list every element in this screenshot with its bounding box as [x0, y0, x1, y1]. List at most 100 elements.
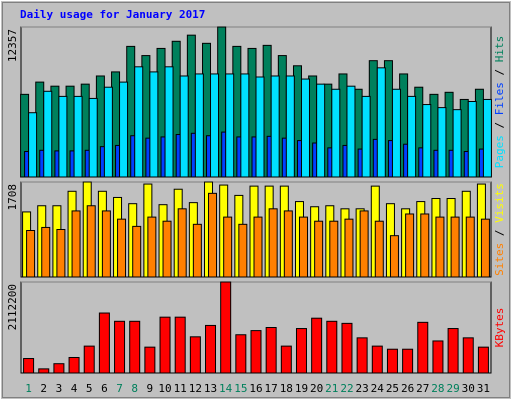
bar	[71, 210, 81, 278]
legend-separator: /	[493, 223, 506, 243]
bar	[346, 85, 356, 178]
bar	[114, 320, 126, 374]
x-tick-label: 31	[477, 382, 490, 395]
x-tick-label: 15	[234, 382, 247, 395]
bar	[356, 337, 368, 374]
x-tick-label: 2	[40, 382, 47, 395]
bar	[450, 216, 460, 278]
bar	[117, 218, 127, 278]
x-tick-label: 18	[280, 382, 293, 395]
x-tick-label: 11	[174, 382, 187, 395]
x-tick-label: 22	[340, 382, 353, 395]
bar	[374, 220, 384, 278]
bar	[147, 216, 157, 278]
x-tick-label: 4	[71, 382, 78, 395]
bar	[238, 223, 248, 278]
legend: KBytes	[493, 308, 506, 348]
x-tick-label: 19	[295, 382, 308, 395]
bar	[405, 213, 415, 278]
frame-inner	[2, 2, 510, 398]
legend-entry: Visits	[493, 183, 506, 223]
x-tick-label: 24	[371, 382, 385, 395]
bar	[359, 210, 369, 278]
bar	[159, 316, 171, 374]
x-tick-label: 1	[25, 382, 32, 395]
bar	[482, 98, 492, 178]
bar	[480, 218, 490, 278]
bar	[58, 95, 68, 178]
bar	[265, 327, 277, 374]
bar	[235, 334, 247, 374]
bar	[174, 316, 186, 374]
x-tick-label: 14	[219, 382, 233, 395]
x-tick-label: 30	[462, 382, 475, 395]
bar	[98, 312, 110, 374]
bar	[417, 321, 429, 374]
x-tick-label: 12	[189, 382, 202, 395]
x-tick-label: 13	[204, 382, 217, 395]
bar	[255, 76, 265, 178]
bar	[101, 210, 111, 278]
bar	[119, 81, 129, 178]
legend-entry: Sites	[493, 243, 506, 276]
legend-separator: /	[493, 62, 506, 82]
legend-entry: Pages	[493, 135, 506, 168]
x-tick-label: 21	[325, 382, 338, 395]
bar	[280, 345, 292, 374]
bar	[465, 216, 475, 278]
x-tick-label: 8	[131, 382, 138, 395]
bar	[225, 73, 235, 178]
bar	[132, 225, 142, 278]
x-tick-label: 17	[265, 382, 278, 395]
legend-entry: KBytes	[493, 308, 506, 348]
bar	[391, 88, 401, 178]
bar	[149, 71, 159, 178]
bar	[402, 348, 414, 374]
bar	[144, 346, 156, 374]
bar	[192, 223, 202, 278]
bar	[477, 346, 489, 374]
bar	[386, 348, 398, 374]
x-tick-label: 27	[416, 382, 429, 395]
bar	[300, 78, 310, 178]
bar	[208, 192, 218, 278]
bar	[220, 281, 232, 374]
bar	[437, 107, 447, 178]
bar	[422, 104, 432, 178]
bar	[311, 317, 323, 374]
bar	[164, 66, 174, 178]
bar	[361, 95, 371, 178]
chart-title: Daily usage for January 2017	[20, 8, 205, 21]
bar	[223, 216, 233, 278]
bar	[295, 328, 307, 374]
bar	[86, 205, 96, 278]
x-tick-label: 26	[401, 382, 414, 395]
bar	[240, 73, 250, 178]
bar	[28, 112, 38, 178]
bar	[285, 75, 295, 178]
bar	[467, 100, 477, 178]
bar	[253, 216, 263, 278]
bar	[341, 322, 353, 374]
x-tick-label: 9	[147, 382, 154, 395]
bar	[177, 208, 187, 278]
x-tick-label: 7	[116, 382, 123, 395]
bar	[447, 328, 459, 374]
x-tick-label: 10	[158, 382, 171, 395]
bar	[38, 368, 50, 374]
bar	[268, 208, 278, 278]
bar	[56, 229, 66, 278]
bar	[435, 216, 445, 278]
bar	[129, 320, 141, 374]
bar	[23, 358, 35, 374]
x-tick-label: 5	[86, 382, 93, 395]
bar	[389, 235, 399, 278]
bar	[314, 220, 324, 278]
x-tick-label: 25	[386, 382, 399, 395]
bar	[43, 90, 53, 178]
legend: Sites / Visits	[493, 183, 506, 276]
bar	[26, 230, 36, 278]
x-tick-label: 28	[431, 382, 444, 395]
bar	[103, 86, 113, 178]
